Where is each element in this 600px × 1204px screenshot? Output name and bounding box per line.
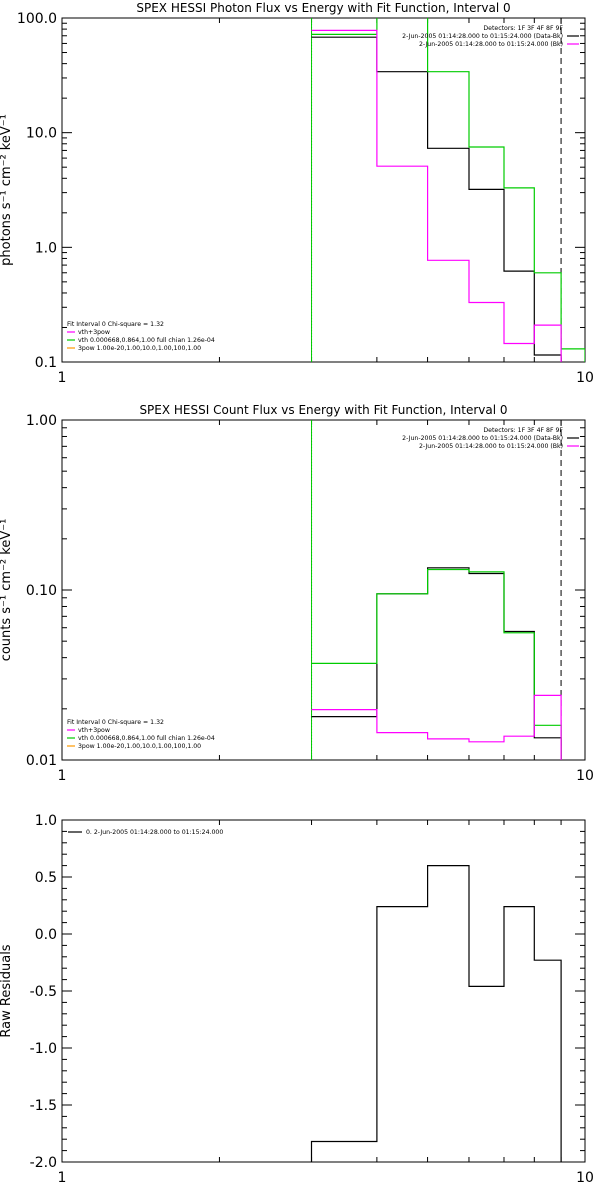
x-tick-label: 10: [576, 768, 594, 784]
x-tick-label: 1: [58, 370, 67, 386]
x-tick-label: 1: [58, 768, 67, 784]
legend-entry-text: vth+3pow: [78, 727, 110, 734]
panel-3: Raw Residuals 1 10 -2.0 -1.5 -1.0 -0.5 0.0 0.5 1.…: [0, 813, 594, 1186]
y-tick-label: 0.0: [35, 927, 57, 943]
y-tick-label: -0.5: [30, 984, 57, 1000]
y-tick-label: 0.1: [35, 355, 57, 371]
legend-entry-text: Fit Interval 0 Chi-square = 1.32: [67, 719, 164, 726]
y-tick-label: 0.5: [35, 870, 57, 886]
series-1-histogram: [311, 568, 562, 760]
legend-entry-text: vth 0.000668,0.864,1.00 full chian 1.26e…: [78, 337, 215, 344]
legend-entry-text: 2-Jun-2005 01:14:28.000 to 01:15:24.000 …: [402, 435, 563, 442]
legend-entry-text: Detectors: 1F 3F 4F 8F 9F: [483, 427, 563, 434]
y-tick-label: 0.10: [26, 583, 57, 599]
x-tick-label: 10: [576, 370, 594, 386]
y-tick-label: -1.5: [30, 1098, 57, 1114]
y-axis-label: counts s⁻¹ cm⁻² keV⁻¹: [0, 519, 14, 662]
series-1-histogram: [311, 18, 585, 362]
x-tick-label: 1: [58, 1170, 67, 1186]
plot-data: [310, 865, 562, 1162]
series-0-histogram: [311, 36, 562, 362]
plot-data: [311, 420, 562, 760]
y-tick-label: -1.0: [30, 1041, 57, 1057]
series-2-histogram: [311, 29, 562, 362]
series-2-histogram: [311, 694, 562, 760]
legend-entry-text: 2-Jun-2005 01:14:28.000 to 01:15:24.000 …: [402, 33, 563, 40]
legend-entry-text: 0. 2-Jun-2005 01:14:28.000 to 01:15:24.0…: [86, 829, 223, 836]
y-tick-label: 100.0: [17, 11, 57, 27]
y-tick-label: 1.0: [35, 240, 57, 256]
legend-entry-text: vth 0.000668,0.864,1.00 full chian 1.26e…: [78, 735, 215, 742]
legend-entry-text: Detectors: 1F 3F 4F 8F 9F: [483, 25, 563, 32]
legend-entry-text: 2-Jun-2005 01:14:28.000 to 01:15:24.000 …: [419, 41, 563, 48]
y-axis-label: Raw Residuals: [0, 944, 14, 1037]
y-tick-label: 1.0: [35, 813, 57, 829]
y-tick-label: 1.00: [26, 413, 57, 429]
y-tick-label: 10.0: [26, 126, 57, 142]
plot-title: SPEX HESSI Count Flux vs Energy with Fit…: [139, 403, 507, 417]
plot-frame: [61, 819, 586, 1163]
y-tick-label: -2.0: [30, 1155, 57, 1171]
legend-entry-text: Fit Interval 0 Chi-square = 1.32: [67, 321, 164, 328]
y-axis-label: photons s⁻¹ cm⁻² keV⁻¹: [0, 114, 14, 266]
panel-2: SPEX HESSI Count Flux vs Energy with Fit…: [0, 403, 594, 784]
plot-title: SPEX HESSI Photon Flux vs Energy with Fi…: [136, 1, 510, 15]
legend-entry-text: vth+3pow: [78, 329, 110, 336]
plot-frame: [61, 17, 586, 363]
legend-entry-text: 3pow 1.00e-20,1.00,10.0,1.00,100,1.00: [78, 345, 201, 352]
plot-data: [311, 18, 585, 362]
legend-entry-text: 2-Jun-2005 01:14:28.000 to 01:15:24.000 …: [419, 443, 563, 450]
panel-1: SPEX HESSI Photon Flux vs Energy with Fi…: [0, 1, 594, 386]
legend-entry-text: 3pow 1.00e-20,1.00,10.0,1.00,100,1.00: [78, 743, 201, 750]
y-tick-label: 0.01: [26, 753, 57, 769]
series-0-histogram: [310, 865, 562, 1162]
x-tick-label: 10: [576, 1170, 594, 1186]
